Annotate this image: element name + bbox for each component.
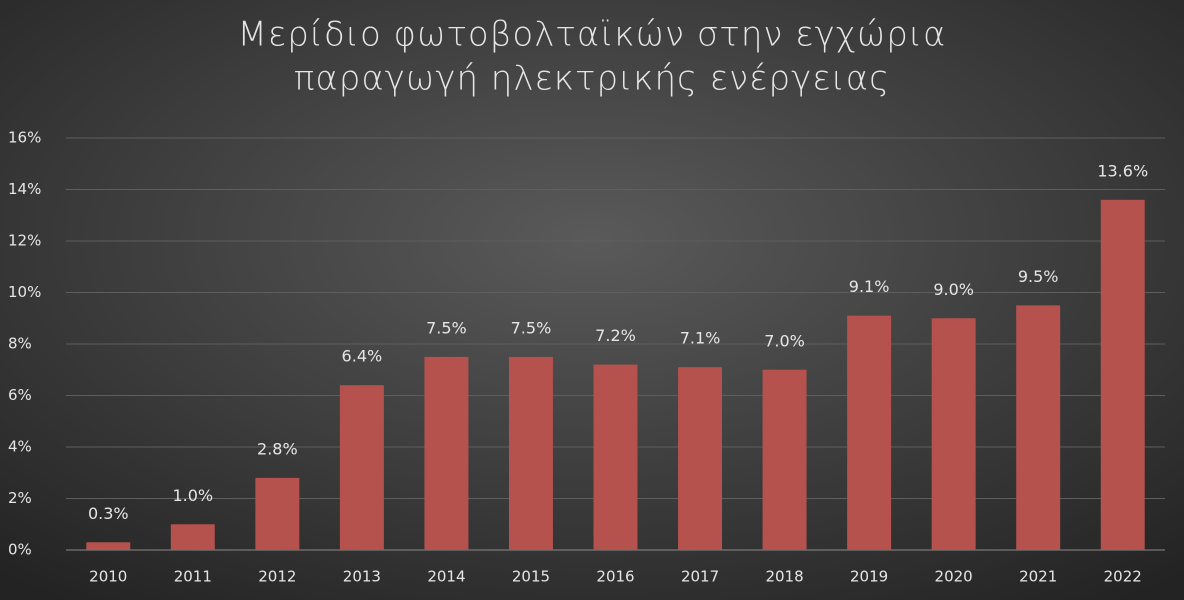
bar bbox=[1016, 305, 1061, 550]
bar bbox=[847, 315, 892, 550]
bar bbox=[170, 524, 215, 550]
bar bbox=[1100, 199, 1145, 551]
x-tick-label: 2016 bbox=[596, 568, 634, 586]
value-label: 9.1% bbox=[849, 277, 890, 296]
chart-title: Μερίδιο φωτοβολταϊκών στην εγχώρια bbox=[238, 15, 947, 55]
value-label: 7.5% bbox=[426, 318, 467, 337]
value-label: 7.0% bbox=[764, 331, 805, 350]
bar bbox=[931, 318, 976, 550]
chart-title: παραγωγή ηλεκτρικής ενέργειας bbox=[294, 59, 890, 99]
value-label: 0.3% bbox=[88, 504, 129, 523]
x-tick-label: 2010 bbox=[89, 568, 127, 586]
x-tick-label: 2018 bbox=[765, 568, 803, 586]
value-label: 9.5% bbox=[1018, 267, 1059, 286]
bar bbox=[678, 367, 723, 550]
bar bbox=[593, 364, 638, 550]
x-tick-label: 2019 bbox=[850, 568, 888, 586]
x-tick-label: 2017 bbox=[681, 568, 719, 586]
x-tick-label: 2011 bbox=[174, 568, 212, 586]
value-label: 13.6% bbox=[1097, 161, 1148, 180]
bar bbox=[86, 542, 131, 550]
y-tick-label: 12% bbox=[8, 232, 41, 250]
y-tick-label: 8% bbox=[8, 335, 32, 353]
value-label: 6.4% bbox=[342, 347, 383, 366]
x-tick-label: 2022 bbox=[1104, 568, 1142, 586]
value-label: 9.0% bbox=[933, 280, 974, 299]
y-tick-label: 6% bbox=[8, 386, 32, 404]
x-tick-label: 2013 bbox=[343, 568, 381, 586]
y-tick-label: 4% bbox=[8, 438, 32, 456]
bar bbox=[508, 356, 553, 550]
y-tick-label: 14% bbox=[8, 180, 41, 198]
value-label: 7.2% bbox=[595, 326, 636, 345]
value-label: 2.8% bbox=[257, 439, 298, 458]
x-tick-label: 2020 bbox=[935, 568, 973, 586]
x-tick-label: 2012 bbox=[258, 568, 296, 586]
y-tick-label: 2% bbox=[8, 489, 32, 507]
value-label: 7.1% bbox=[680, 329, 721, 348]
value-label: 1.0% bbox=[172, 486, 213, 505]
y-tick-label: 10% bbox=[8, 283, 41, 301]
y-tick-label: 16% bbox=[8, 129, 41, 147]
bar bbox=[762, 369, 807, 550]
bar bbox=[255, 477, 300, 550]
bar bbox=[424, 356, 469, 550]
bar bbox=[339, 385, 384, 550]
x-tick-label: 2015 bbox=[512, 568, 550, 586]
x-tick-label: 2021 bbox=[1019, 568, 1057, 586]
value-label: 7.5% bbox=[511, 318, 552, 337]
y-tick-label: 0% bbox=[8, 541, 32, 559]
x-tick-label: 2014 bbox=[427, 568, 465, 586]
